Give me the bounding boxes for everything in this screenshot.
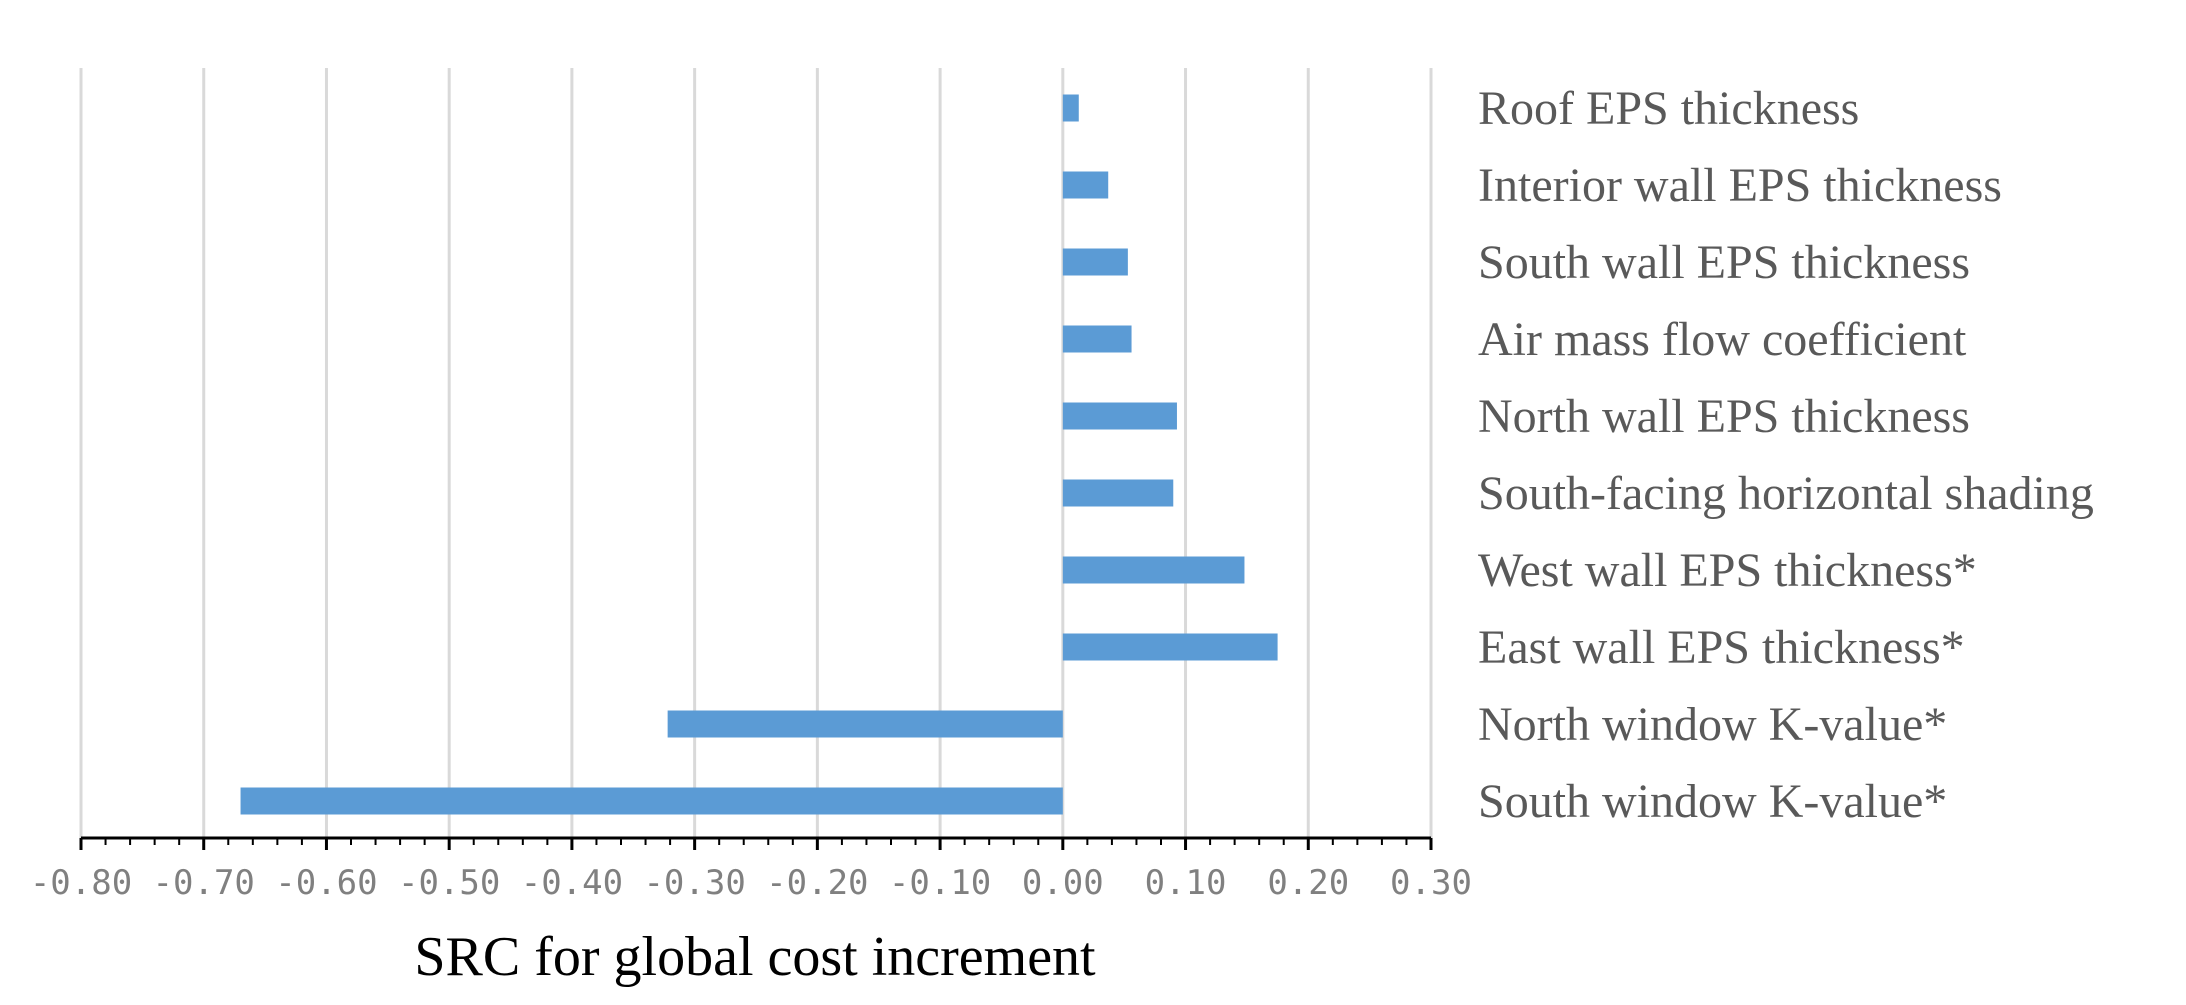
bar bbox=[1062, 556, 1245, 584]
x-tick-label: -0.60 bbox=[275, 863, 377, 903]
x-tick-labels: -0.80 -0.70 -0.60 -0.50 -0.40 -0.30 -0.20 -0.10… bbox=[30, 863, 1472, 903]
bar bbox=[240, 787, 1063, 815]
x-tick-label: -0.30 bbox=[643, 863, 745, 903]
bar bbox=[667, 710, 1063, 738]
category-labels: Roof EPS thickness Interior wall EPS thic… bbox=[1478, 82, 2094, 828]
category-label: West wall EPS thickness* bbox=[1478, 544, 1977, 597]
bar bbox=[1062, 633, 1278, 661]
x-tick-label: -0.50 bbox=[398, 863, 500, 903]
category-label: South-facing horizontal shading bbox=[1478, 467, 2094, 520]
category-label: Roof EPS thickness bbox=[1478, 82, 1859, 135]
bars bbox=[240, 94, 1278, 815]
category-label: East wall EPS thickness* bbox=[1478, 621, 1965, 674]
x-tick-label: -0.10 bbox=[889, 863, 991, 903]
bar bbox=[1062, 479, 1174, 507]
bar bbox=[1062, 171, 1109, 199]
x-tick-label: 0.00 bbox=[1022, 863, 1104, 903]
bar bbox=[1062, 402, 1177, 430]
x-axis-title: SRC for global cost increment bbox=[414, 926, 1096, 988]
gridlines bbox=[79, 68, 1433, 838]
bar bbox=[1062, 94, 1079, 122]
bar bbox=[1062, 248, 1128, 276]
category-label: Interior wall EPS thickness bbox=[1478, 159, 2002, 212]
x-tick-label: -0.80 bbox=[30, 863, 132, 903]
x-tick-label: -0.70 bbox=[153, 863, 255, 903]
category-label: Air mass flow coefficient bbox=[1478, 313, 1967, 366]
x-axis bbox=[79, 836, 1433, 850]
category-label: North wall EPS thickness bbox=[1478, 390, 1970, 443]
bar bbox=[1062, 325, 1132, 353]
x-tick-label: 0.20 bbox=[1267, 863, 1349, 903]
x-tick-label: -0.20 bbox=[766, 863, 868, 903]
x-tick-label: -0.40 bbox=[521, 863, 623, 903]
category-label: South window K-value* bbox=[1478, 775, 1947, 828]
category-label: North window K-value* bbox=[1478, 698, 1947, 751]
category-label: South wall EPS thickness bbox=[1478, 236, 1970, 289]
x-tick-label: 0.10 bbox=[1145, 863, 1227, 903]
x-tick-label: 0.30 bbox=[1390, 863, 1472, 903]
